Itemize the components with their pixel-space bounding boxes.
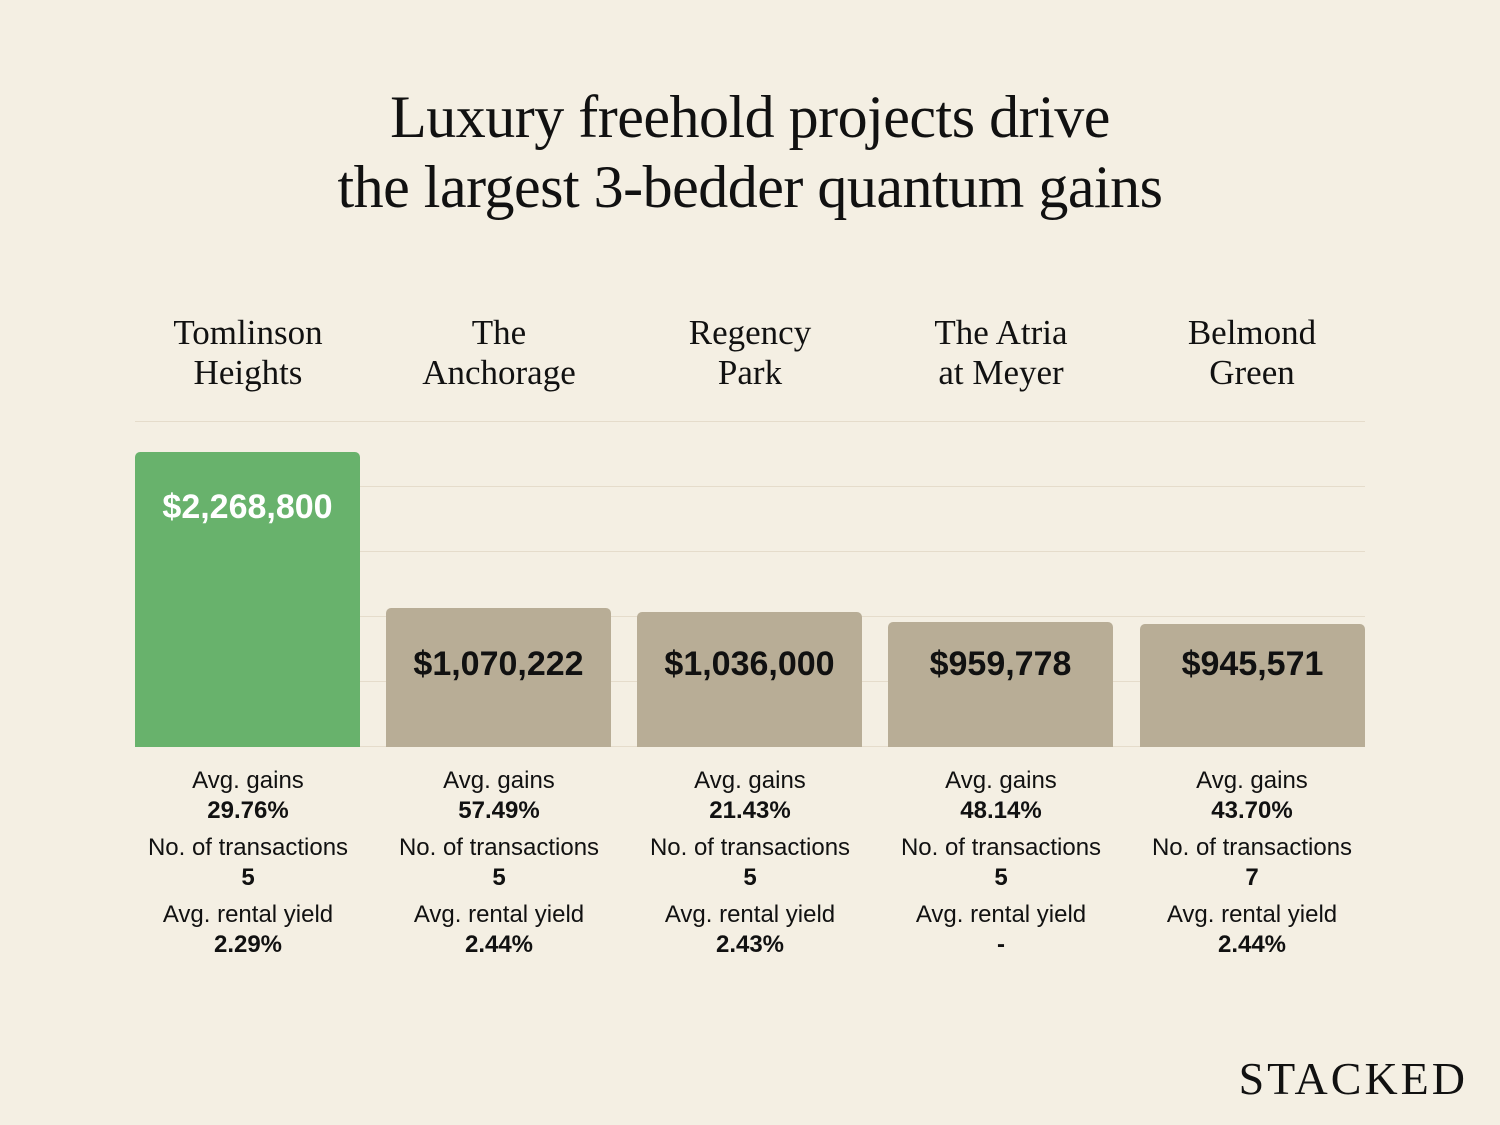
avg-gains-value: 29.76% [207, 797, 289, 824]
bar-value-label: $945,571 [1181, 645, 1324, 683]
bar-regency-park: $1,036,000 [637, 612, 862, 747]
bar-belmond-green: $945,571 [1140, 624, 1365, 747]
category-label-the-atria-at-meyer: The Atria at Meyer [876, 313, 1126, 393]
bar-the-atria-at-meyer: $959,778 [888, 622, 1113, 747]
bar-value-label: $2,268,800 [162, 488, 333, 526]
avg-gains-label: Avg. gains [192, 767, 304, 794]
rental-yield-value: 2.29% [213, 931, 283, 958]
label-line: Park [717, 353, 783, 392]
avg-gains-value: 57.49% [458, 797, 540, 824]
title-line-2: the largest 3-bedder quantum gains [337, 154, 1164, 220]
chart-title: Luxury freehold projects drive the large… [0, 82, 1500, 222]
label-line: Tomlinson [173, 313, 323, 352]
transactions-value: 5 [994, 864, 1008, 891]
label-line: Anchorage [422, 353, 576, 392]
rental-yield-label: Avg. rental yield [162, 901, 334, 928]
bar-value-label: $959,778 [929, 645, 1072, 683]
rental-yield-label: Avg. rental yield [1166, 901, 1338, 928]
gridline [135, 486, 1365, 487]
stats-the-anchorage: Avg. gains 57.49% No. of transactions 5 … [374, 766, 624, 967]
title-line-1: Luxury freehold projects drive [390, 84, 1110, 150]
avg-gains-label: Avg. gains [443, 767, 555, 794]
avg-gains-label: Avg. gains [1196, 767, 1308, 794]
label-line: at Meyer [938, 353, 1064, 392]
bar-the-anchorage: $1,070,222 [386, 608, 611, 747]
rental-yield-label: Avg. rental yield [413, 901, 585, 928]
label-line: Heights [193, 353, 303, 392]
bar-tomlinson-heights: $2,268,800 [135, 452, 360, 747]
label-line: Regency [688, 313, 812, 352]
bar-value-label: $1,070,222 [413, 645, 584, 683]
rental-yield-label: Avg. rental yield [664, 901, 836, 928]
rental-yield-value: 2.43% [715, 931, 785, 958]
avg-gains-value: 43.70% [1211, 797, 1293, 824]
label-line: Belmond [1187, 313, 1317, 352]
stats-belmond-green: Avg. gains 43.70% No. of transactions 7 … [1127, 766, 1377, 967]
stats-regency-park: Avg. gains 21.43% No. of transactions 5 … [625, 766, 875, 967]
avg-gains-value: 21.43% [709, 797, 791, 824]
rental-yield-label: Avg. rental yield [915, 901, 1087, 928]
transactions-value: 7 [1245, 864, 1259, 891]
transactions-value: 5 [743, 864, 757, 891]
rental-yield-value: 2.44% [464, 931, 534, 958]
label-line: The [471, 313, 527, 352]
category-labels: Tomlinson Heights The Anchorage Regency … [0, 313, 1500, 403]
avg-gains-label: Avg. gains [945, 767, 1057, 794]
transactions-label: No. of transactions [900, 834, 1102, 861]
category-label-regency-park: Regency Park [625, 313, 875, 393]
avg-gains-value: 48.14% [960, 797, 1042, 824]
category-label-the-anchorage: The Anchorage [374, 313, 624, 393]
transactions-value: 5 [492, 864, 506, 891]
bar-value-label: $1,036,000 [664, 645, 835, 683]
transactions-label: No. of transactions [649, 834, 851, 861]
gridline [135, 421, 1365, 422]
gridline [135, 551, 1365, 552]
rental-yield-value: 2.44% [1217, 931, 1287, 958]
transactions-label: No. of transactions [147, 834, 349, 861]
rental-yield-value: - [997, 931, 1005, 958]
stats-tomlinson-heights: Avg. gains 29.76% No. of transactions 5 … [123, 766, 373, 967]
label-line: The Atria [934, 313, 1068, 352]
stats-the-atria-at-meyer: Avg. gains 48.14% No. of transactions 5 … [876, 766, 1126, 967]
transactions-label: No. of transactions [1151, 834, 1353, 861]
label-line: Green [1209, 353, 1295, 392]
avg-gains-label: Avg. gains [694, 767, 806, 794]
transactions-value: 5 [241, 864, 255, 891]
transactions-label: No. of transactions [398, 834, 600, 861]
brand-logo: STACKED [1238, 1053, 1468, 1104]
category-label-belmond-green: Belmond Green [1127, 313, 1377, 393]
category-label-tomlinson-heights: Tomlinson Heights [123, 313, 373, 393]
